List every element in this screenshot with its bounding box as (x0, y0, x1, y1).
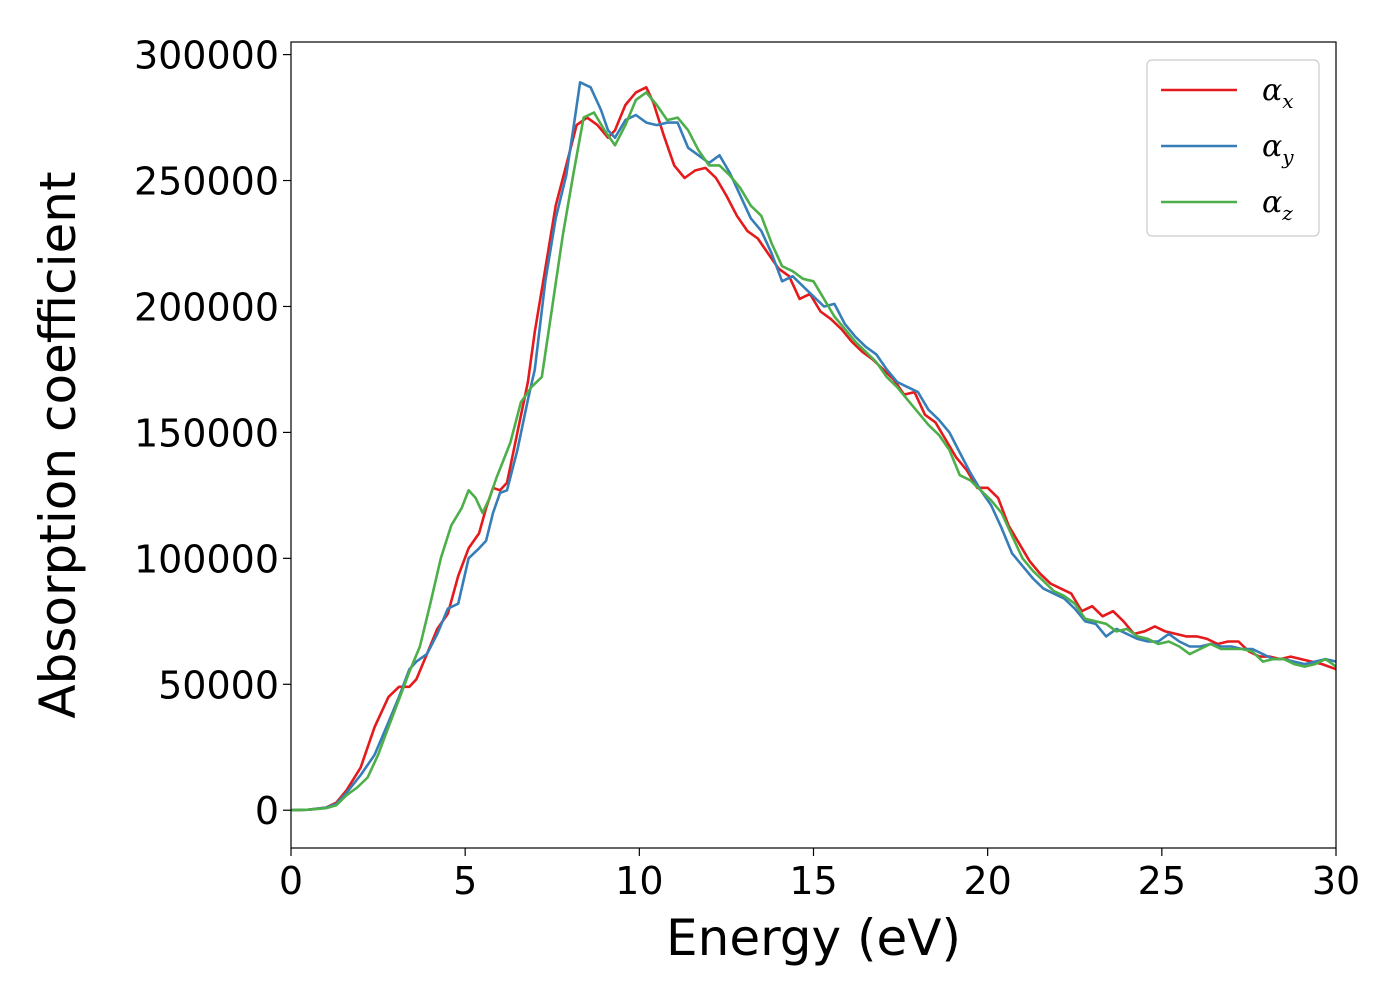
x-tick-label: 5 (453, 859, 477, 903)
y-tick-label: 0 (255, 789, 279, 833)
x-tick-label: 15 (789, 859, 837, 903)
x-tick-label: 20 (963, 859, 1011, 903)
x-tick-label: 10 (615, 859, 663, 903)
y-axis-label: Absorption coefficient (29, 171, 87, 718)
y-tick-label: 150000 (134, 411, 279, 455)
y-tick-label: 50000 (158, 663, 279, 707)
y-tick-label: 200000 (134, 285, 279, 329)
x-axis-label: Energy (eV) (666, 909, 961, 967)
y-tick-label: 300000 (134, 34, 279, 78)
y-tick-label: 100000 (134, 537, 279, 581)
x-tick-label: 30 (1312, 859, 1360, 903)
y-axis-ticks: 0 50000 100000 150000 200000 250000 300000 (134, 34, 291, 834)
x-tick-label: 0 (279, 859, 303, 903)
x-tick-label: 25 (1138, 859, 1186, 903)
x-axis-ticks: 0 5 10 15 20 25 30 (279, 848, 1360, 903)
absorption-chart: 0 5 10 15 20 25 30 0 50000 100000 150000 200000 250… (0, 0, 1400, 1000)
y-tick-label: 250000 (134, 160, 279, 204)
